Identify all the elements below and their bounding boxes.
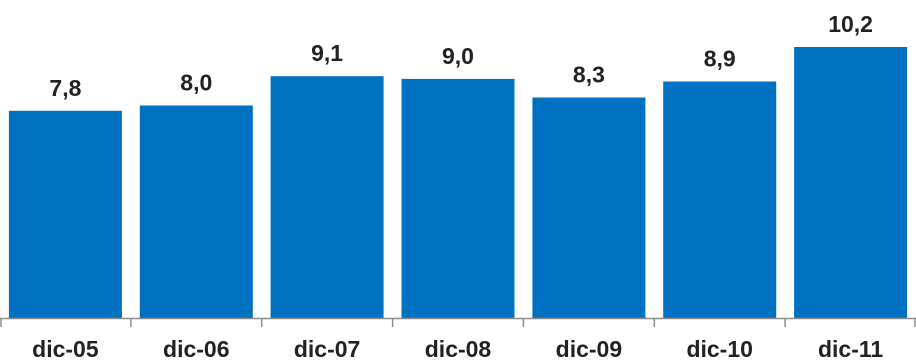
value-label-dic-11: 10,2	[828, 11, 873, 37]
x-tick-label-dic-11: dic-11	[818, 336, 883, 362]
bar-dic-10	[663, 81, 777, 318]
value-label-dic-08: 9,0	[442, 43, 474, 69]
bar-dic-06	[139, 105, 253, 318]
value-label-dic-07: 9,1	[311, 40, 343, 66]
value-label-dic-09: 8,3	[573, 62, 605, 88]
x-tick-label-dic-10: dic-10	[686, 336, 752, 362]
bar-dic-09	[532, 97, 646, 318]
bar-dic-11	[794, 47, 908, 318]
x-tick-label-dic-08: dic-08	[425, 336, 492, 362]
x-axis-ticks-group	[0, 318, 916, 327]
x-tick-label-dic-05: dic-05	[32, 336, 99, 362]
bars-group	[8, 47, 908, 319]
bar-dic-05	[8, 110, 122, 318]
bar-dic-08	[401, 78, 515, 319]
value-label-dic-10: 8,9	[704, 46, 736, 72]
x-axis-labels-group: dic-05 dic-06 dic-07 dic-08 dic-09 dic-10 dic-…	[32, 336, 883, 362]
value-labels-group: 7,8 8,0 9,1 9,0 8,3 8,9 10,2	[49, 11, 873, 101]
x-tick-label-dic-09: dic-09	[556, 336, 622, 362]
x-tick-label-dic-06: dic-06	[163, 336, 229, 362]
x-tick-label-dic-07: dic-07	[294, 336, 360, 362]
value-label-dic-05: 7,8	[49, 75, 81, 101]
value-label-dic-06: 8,0	[180, 70, 212, 96]
bar-dic-07	[270, 76, 384, 318]
